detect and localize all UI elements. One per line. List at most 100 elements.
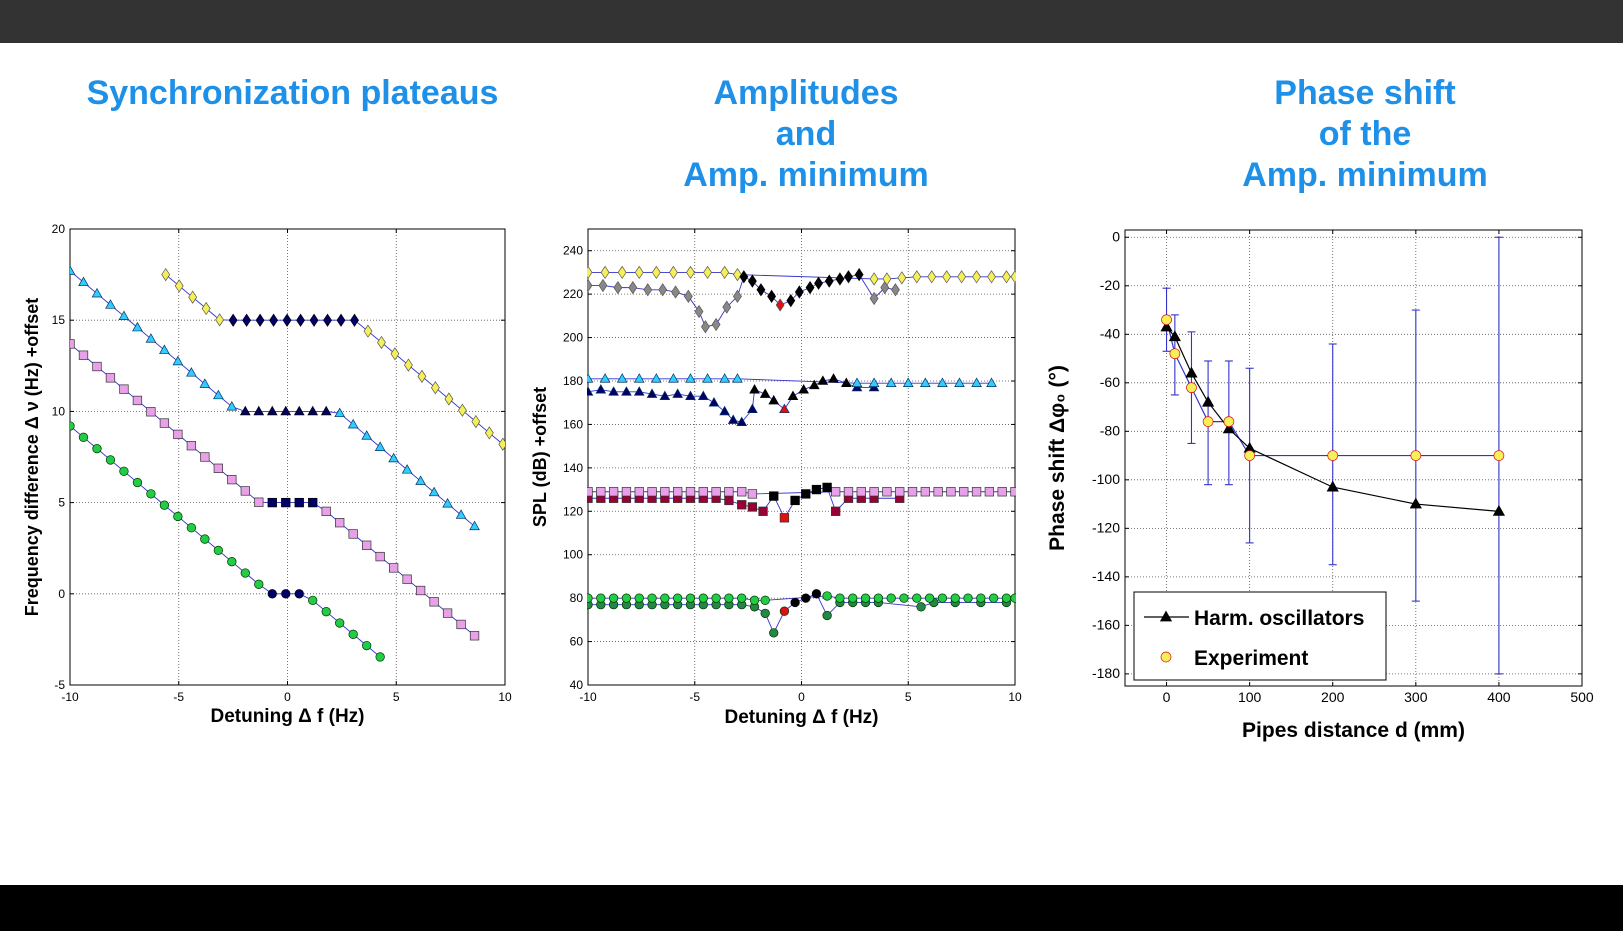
x-tick-label: 0 [1163,689,1171,705]
data-point [633,373,645,383]
data-point [613,280,623,295]
plot-frame [587,228,1016,686]
legend-marker [1160,651,1172,663]
data-point [779,513,790,523]
data-point [767,289,777,303]
data-point [321,607,331,617]
data-point [616,373,628,383]
data-point-harmonic [1409,497,1422,509]
data-point [587,265,593,280]
x-tick-label: 0 [798,690,805,704]
data-point [78,350,89,360]
series-group [70,339,480,641]
data-point [779,606,790,616]
data-point [851,377,863,387]
data-point [362,540,372,550]
data-point [736,416,748,427]
data-point [768,394,780,405]
data-point [428,486,440,497]
data-point [227,474,237,485]
x-tick-label: 5 [905,690,912,704]
data-point [647,593,657,603]
data-point [950,593,960,603]
data-point [854,267,864,282]
data-point [350,313,359,327]
data-point [363,324,373,338]
data-point [794,285,804,299]
data-point [686,265,695,280]
data-point [963,593,973,603]
data-point [213,463,223,473]
data-point [942,270,952,284]
x-tick-label: -10 [579,690,597,704]
data-point [769,491,779,501]
data-point [698,487,708,497]
plot-frame [69,228,506,686]
data-point [309,313,319,327]
title-synchronization: Synchronization plateaus [40,73,545,114]
data-point [335,518,345,528]
series-group [70,265,480,531]
y-axis-label: SPL (dB) +offset [530,387,550,527]
data-point [957,270,967,284]
data-point [720,265,730,280]
data-point [989,593,999,603]
legend-box [1133,591,1387,681]
data-point [226,401,238,411]
data-point [455,509,467,519]
data-point [786,294,796,308]
data-point-experiment [1186,382,1197,394]
y-axis-label: Phase shift Δφ₀ (°) [1046,365,1069,551]
data-point [269,313,279,327]
data-point [617,265,627,280]
data-point [70,339,75,349]
data-point [215,313,225,327]
data-point [146,407,156,417]
data-point [415,475,426,485]
legend-label: Experiment [1194,647,1308,670]
data-point [933,487,943,497]
data-point [347,418,359,429]
data-point [822,591,832,601]
data-point [891,283,900,297]
data-point [801,593,811,603]
data-point [442,608,453,618]
data-point [987,270,996,284]
data-point [587,278,593,293]
data-point [733,289,742,303]
y-tick-label: 160 [563,417,583,431]
data-point [912,270,922,284]
data-point [281,497,291,508]
data-point [685,373,696,383]
data-point [402,574,412,584]
data-point [668,265,678,280]
y-tick-label: 140 [563,461,583,475]
data-point [388,452,399,463]
data-point [240,568,250,578]
data-point [760,608,770,618]
y-tick-label: 40 [570,678,584,692]
series-group [587,373,997,427]
x-tick-label: 300 [1404,689,1428,705]
data-point [756,283,766,297]
data-point [873,593,884,603]
data-point [775,298,785,312]
top-bar [0,0,1623,43]
data-point-experiment [1410,450,1422,461]
data-point [869,272,879,286]
data-point [186,441,197,451]
data-point [997,487,1007,497]
data-point [621,487,632,497]
y-tick-label: 20 [52,222,66,236]
y-tick-label: 240 [563,244,583,258]
data-point [92,361,102,372]
data-point [145,333,157,343]
data-point [200,452,210,462]
data-point [822,610,832,621]
data-point [912,593,922,603]
data-point [608,386,619,396]
x-tick-label: 500 [1570,689,1594,705]
data-point [747,502,758,512]
data-point [814,276,824,290]
